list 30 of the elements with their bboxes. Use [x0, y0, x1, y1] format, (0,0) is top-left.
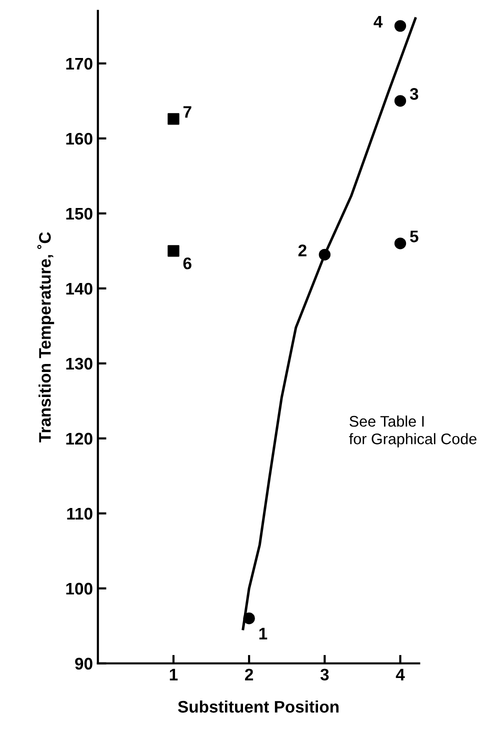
point	[168, 245, 180, 257]
point	[394, 20, 406, 32]
annotation: 3	[410, 88, 418, 100]
annotation: 1	[259, 628, 268, 640]
annotation: 4	[374, 16, 383, 28]
x-tick-label: 1	[170, 668, 178, 680]
annotation: 7	[183, 106, 192, 118]
point	[243, 612, 255, 624]
y-tick-label: 130	[66, 358, 92, 370]
y-tick-label: 100	[66, 582, 92, 595]
point	[318, 248, 331, 261]
y-axis-title: Transition Temperature, ˚C	[37, 232, 54, 442]
x-tick-label: 3	[320, 668, 329, 681]
y-tick-label: 170	[66, 58, 92, 70]
annotation: See Table I for Graphical Code	[349, 416, 476, 448]
y-tick-label: 110	[67, 508, 92, 520]
point	[394, 95, 406, 107]
x-tick-label: 2	[245, 668, 254, 680]
annotation: 6	[183, 257, 192, 270]
annotation: 5	[410, 230, 418, 242]
x-tick-label: 4	[396, 668, 405, 680]
y-tick-label: 150	[66, 208, 92, 220]
y-tick-label: 140	[66, 282, 92, 295]
y-tick-label: 160	[66, 132, 92, 145]
y-tick-label: 120	[66, 432, 92, 445]
annotation: 2	[298, 244, 306, 256]
point	[168, 113, 180, 125]
point	[394, 238, 406, 250]
y-tick-label: 90	[75, 658, 92, 670]
x-axis-title: Substituent Position	[178, 700, 339, 713]
